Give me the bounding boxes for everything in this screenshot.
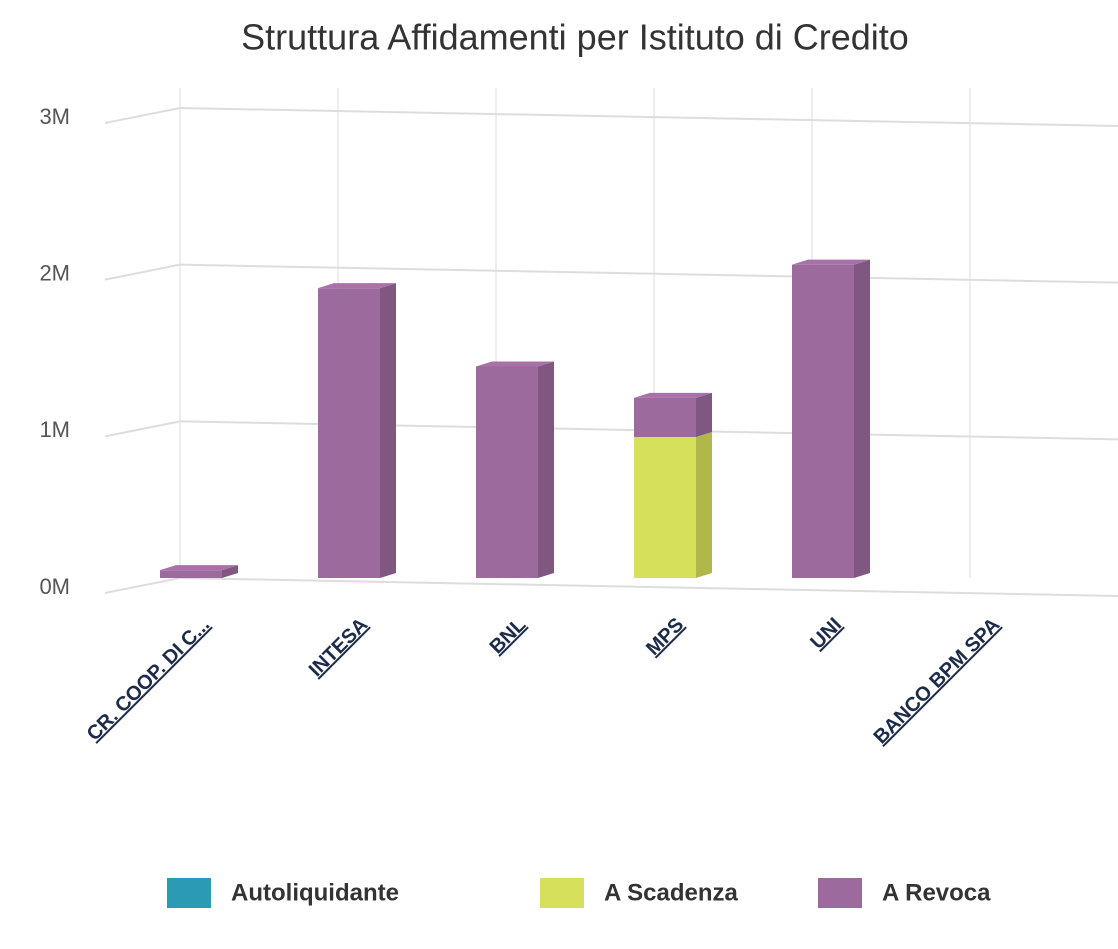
bar-top [792,259,870,265]
bar-top [634,392,712,398]
legend-label: A Scadenza [604,879,738,906]
legend-swatch [167,878,211,908]
x-tick-label: UNI [806,614,846,654]
y-tick-label: 1M [39,417,70,442]
bar-side [380,283,396,578]
bar-side [538,361,554,578]
legend-swatch [818,878,862,908]
bar-top [160,565,238,571]
bar-top [318,283,396,289]
bar-segment [476,361,554,578]
grid-line [104,107,181,124]
grid-line [104,420,181,438]
x-tick-label: BANCO BPM SPA [870,614,1005,749]
bar-segment [160,565,238,578]
bar-side [696,432,712,578]
x-tick-label: INTESA [305,614,372,681]
bar-segment [634,432,712,578]
bar-front [792,264,854,578]
y-tick-label: 0M [39,574,70,599]
grid-line [179,263,1118,284]
bar-front [318,288,380,578]
bar-front [160,570,222,578]
grid-line [179,107,1118,127]
grid-line [179,577,1118,597]
legend-label: A Revoca [882,879,991,906]
chart-title: Struttura Affidamenti per Istituto di Cr… [241,17,909,58]
bar-segment [634,392,712,437]
x-tick-label: MPS [642,614,688,660]
bar-side [696,392,712,437]
bar-front [634,397,696,437]
y-tick-label: 2M [39,260,70,285]
legend-swatch [540,878,584,908]
x-tick-label: BNL [486,614,531,659]
bar-segment [318,283,396,578]
bar-front [634,437,696,578]
legend-label: Autoliquidante [231,879,399,906]
bar-side [222,565,238,578]
bar-side [854,259,870,578]
grid-line [104,263,181,281]
bar-top [476,361,554,367]
grid-line [104,577,181,594]
x-tick-label: CR. COOP. DI C... [83,614,215,746]
bar-front [476,366,538,578]
bar-segment [792,259,870,578]
y-tick-label: 3M [39,104,70,129]
